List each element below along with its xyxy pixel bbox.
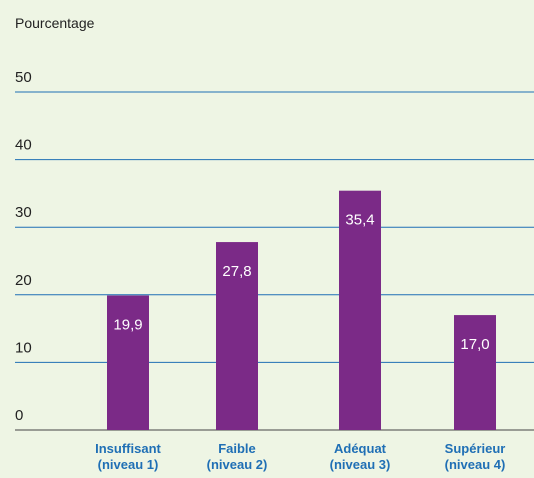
x-tick-label: Adéquat <box>334 441 387 456</box>
x-tick-label: Insuffisant <box>95 441 161 456</box>
x-tick-label: (niveau 1) <box>98 457 159 472</box>
x-tick-label: (niveau 4) <box>445 457 506 472</box>
y-tick-label: 30 <box>15 204 32 221</box>
value-label: 19,9 <box>113 316 142 333</box>
y-tick-label: 50 <box>15 69 32 86</box>
bar <box>454 315 496 430</box>
y-tick-label: 40 <box>15 137 32 154</box>
x-tick-label: (niveau 2) <box>207 457 268 472</box>
value-label: 17,0 <box>460 336 489 353</box>
bar <box>339 190 381 430</box>
bar <box>216 242 258 430</box>
y-axis-label: Pourcentage <box>15 15 95 31</box>
y-tick-label: 20 <box>15 272 32 289</box>
bar <box>107 295 149 430</box>
value-label: 35,4 <box>345 212 374 229</box>
y-tick-label: 10 <box>15 339 32 356</box>
value-label: 27,8 <box>222 263 251 280</box>
x-tick-label: Faible <box>218 441 256 456</box>
x-tick-label: Supérieur <box>445 441 506 456</box>
x-tick-label: (niveau 3) <box>330 457 391 472</box>
y-tick-label: 0 <box>15 407 23 424</box>
